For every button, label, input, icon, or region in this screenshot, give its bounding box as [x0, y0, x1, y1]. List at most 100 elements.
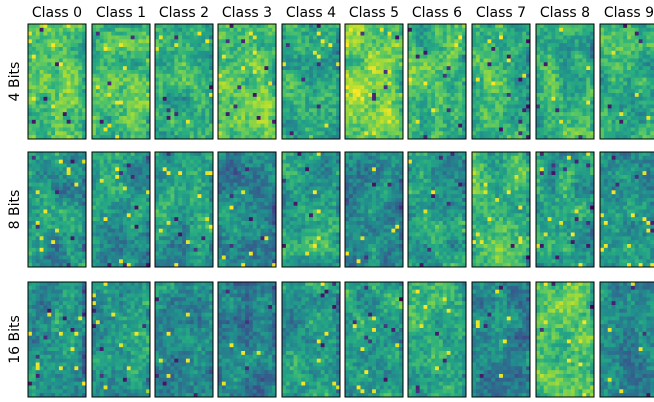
heatmap-cell [245, 77, 250, 82]
heatmap-cell [43, 244, 48, 249]
heatmap-cell [387, 66, 392, 71]
heatmap-cell [43, 198, 48, 203]
heatmap-cell [454, 85, 459, 90]
heatmap-cell [107, 96, 112, 102]
heatmap-cell [74, 108, 79, 113]
heatmap-cell [479, 81, 484, 86]
heatmap-cell [31, 54, 37, 59]
heatmap-cell [642, 108, 647, 113]
heatmap-cell [74, 159, 79, 164]
heatmap-cell [155, 112, 160, 117]
heatmap-cell [483, 43, 488, 48]
heatmap-cell [78, 112, 83, 117]
heatmap-cell [99, 96, 104, 102]
heatmap-cell [539, 58, 545, 63]
heatmap-cell [182, 123, 187, 128]
heatmap-cell [115, 123, 120, 128]
heatmap-cell [642, 24, 647, 29]
heatmap-cell [58, 213, 64, 218]
heatmap-cell [607, 119, 612, 125]
heatmap-cell [615, 62, 620, 67]
heatmap-cell [58, 167, 64, 172]
heatmap-cell [43, 89, 48, 94]
heatmap-cell [619, 47, 624, 52]
heatmap-cell [241, 119, 246, 125]
heatmap-cell [74, 259, 79, 264]
heatmap-cell [320, 96, 325, 102]
heatmap-cell [31, 43, 37, 48]
heatmap-cell [107, 93, 112, 98]
heatmap-cell [590, 116, 595, 121]
heatmap-cell [193, 73, 198, 79]
heatmap-cell [260, 104, 265, 109]
heatmap-cell [31, 167, 37, 172]
heatmap-cell [650, 70, 654, 75]
heatmap-cell [345, 62, 350, 67]
heatmap-cell [218, 89, 223, 94]
heatmap-cell [522, 93, 527, 98]
heatmap-cell [615, 100, 620, 105]
heatmap-cell [95, 39, 101, 44]
heatmap-cell [256, 54, 261, 59]
heatmap-cell [551, 39, 556, 44]
heatmap-cell [375, 131, 381, 136]
heatmap-cell [55, 43, 60, 48]
heatmap-cell [95, 73, 101, 79]
heatmap-cell [158, 43, 164, 48]
heatmap-cell [518, 123, 523, 128]
heatmap-cell [555, 77, 560, 82]
heatmap-cell [450, 135, 455, 140]
heatmap-cell [47, 190, 52, 195]
heatmap-cell [415, 96, 420, 102]
heatmap-cell [462, 31, 467, 36]
heatmap-cell [502, 50, 508, 56]
heatmap-cell [352, 119, 357, 125]
heatmap-cell [395, 54, 400, 59]
heatmap-cell [379, 54, 385, 59]
heatmap-cell [58, 171, 64, 176]
heatmap-cell [368, 123, 373, 128]
heatmap-cell [28, 62, 33, 67]
heatmap-cell [619, 116, 624, 121]
heatmap-cell [514, 100, 519, 105]
heatmap-cell [51, 70, 56, 75]
heatmap-cell [31, 163, 37, 168]
heatmap-cell [119, 54, 124, 59]
heatmap-cell [375, 24, 381, 29]
heatmap-cell [218, 27, 223, 33]
heatmap-cell [539, 66, 545, 71]
heatmap-cell [499, 73, 504, 79]
heatmap-cell [107, 31, 112, 36]
heatmap-cell [78, 85, 83, 90]
heatmap-cell [51, 259, 56, 264]
heatmap-cell [372, 104, 377, 109]
heatmap-cell [526, 70, 531, 75]
heatmap-cell [586, 119, 591, 125]
heatmap-cell [586, 81, 591, 86]
heatmap-cell [51, 24, 56, 29]
heatmap-cell [623, 93, 628, 98]
heatmap-cell [356, 112, 361, 117]
heatmap-cell [348, 127, 354, 132]
heatmap-cell [431, 66, 436, 71]
heatmap-cell [360, 77, 365, 82]
heatmap-cell [74, 247, 79, 253]
heatmap-cell [442, 112, 448, 117]
heatmap-cell [559, 112, 564, 117]
heatmap-cell [264, 62, 269, 67]
heatmap-cell [252, 116, 258, 121]
heatmap-cell [221, 43, 227, 48]
heatmap-cell [555, 31, 560, 36]
heatmap-cell [642, 66, 647, 71]
heatmap-cell [551, 35, 556, 40]
heatmap-cell [237, 112, 242, 117]
heatmap-cell [446, 31, 451, 36]
heatmap-cell [423, 135, 428, 140]
heatmap-cell [78, 39, 83, 44]
heatmap-cell [600, 93, 605, 98]
heatmap-cell [264, 77, 269, 82]
heatmap-cell [607, 73, 612, 79]
heatmap-cell [320, 73, 325, 79]
heatmap-cell [134, 50, 139, 56]
heatmap-cell [252, 89, 258, 94]
